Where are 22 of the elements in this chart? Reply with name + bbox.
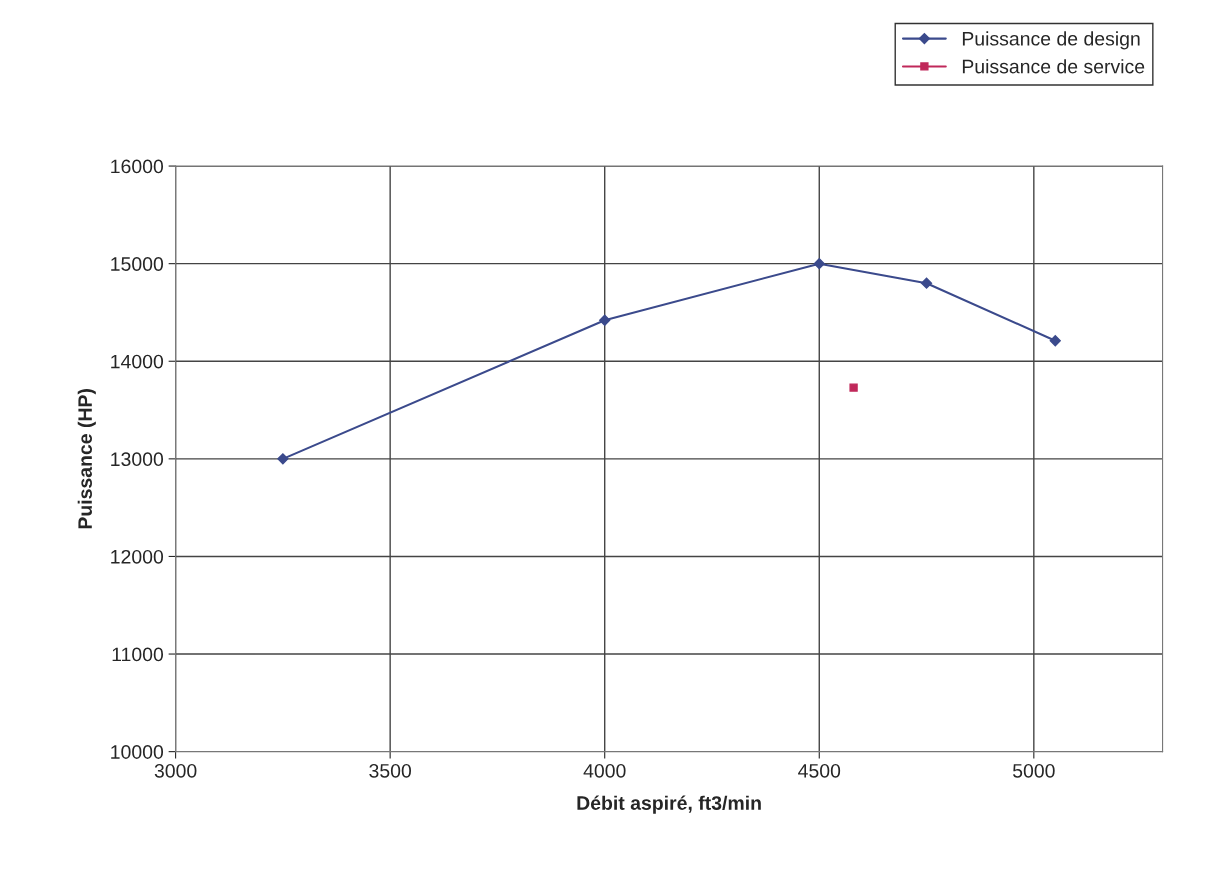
point	[920, 277, 933, 289]
x-tick-label: 5000	[1012, 763, 1055, 778]
x-tick-label: 3500	[369, 763, 412, 778]
point	[1049, 335, 1061, 347]
point	[849, 383, 858, 392]
y-tick-label: 11000	[112, 647, 164, 662]
y-tick-label: 10000	[111, 745, 164, 759]
point	[277, 453, 289, 465]
y-tick-label: 12000	[111, 549, 164, 564]
y-tick-label: 16000	[111, 159, 164, 174]
point	[599, 314, 611, 326]
x-tick-label: 4000	[583, 763, 626, 778]
x-axis-title: Débit aspiré, ft3/min	[577, 795, 761, 814]
point	[813, 258, 825, 270]
y-tick-label: 15000	[111, 257, 164, 271]
y-tick-label: 13000	[111, 452, 164, 467]
y-tick-label: 14000	[111, 354, 164, 369]
x-tick-label: 3000	[154, 763, 197, 778]
legend-label: Puissance de service	[962, 59, 1145, 74]
x-tick-label: 4500	[798, 763, 841, 778]
legend-label: Puissance de design	[962, 31, 1140, 50]
y-axis-title: Puissance (HP)	[77, 389, 96, 529]
